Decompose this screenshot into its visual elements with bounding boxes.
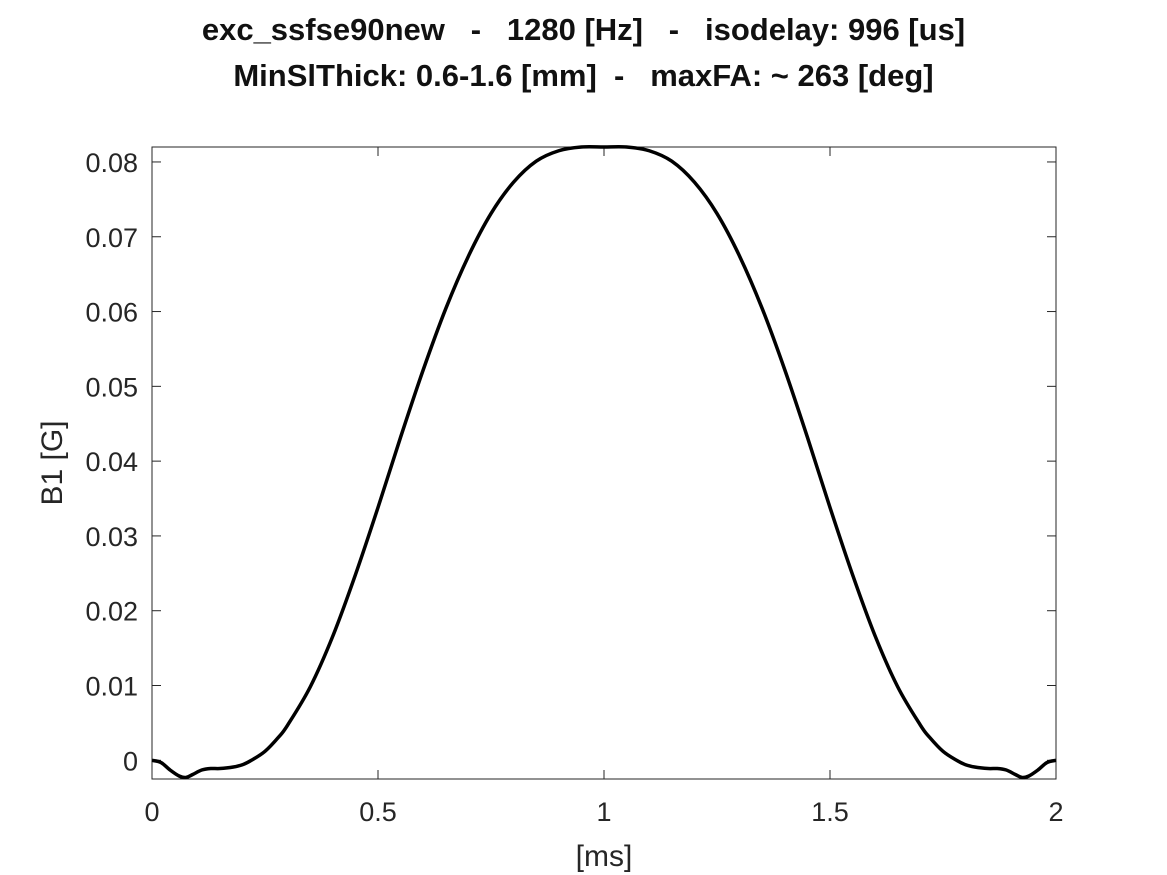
axis-tick-labels: 0 0.5 1 1.5 2 0 0.01 0.02 0.03 0.04 0.05 0.06 0.07 0.… — [85, 148, 1063, 827]
y-axis-label: B1 [G] — [36, 420, 69, 505]
y-tick-label: 0.03 — [85, 522, 138, 552]
y-tick-label: 0.08 — [85, 148, 138, 178]
x-tick-label: 0.5 — [359, 797, 397, 827]
y-tick-label: 0.07 — [85, 223, 138, 253]
series-line-b1 — [151, 144, 1057, 780]
x-tick-label: 0 — [144, 797, 159, 827]
chart-title-line-2: MinSlThick: 0.6-1.6 [mm] - maxFA: ~ 263 … — [233, 58, 934, 93]
y-tick-label: 0.06 — [85, 298, 138, 328]
y-tick-label: 0.04 — [85, 447, 138, 477]
chart-title-line-1: exc_ssfse90new - 1280 [Hz] - isodelay: 9… — [201, 12, 966, 47]
x-tick-label: 1 — [596, 797, 611, 827]
y-tick-label: 0.05 — [85, 372, 138, 402]
y-tick-label: 0 — [123, 746, 138, 776]
x-tick-label: 2 — [1048, 797, 1063, 827]
x-tick-label: 1.5 — [811, 797, 849, 827]
y-tick-label: 0.02 — [85, 597, 138, 627]
x-axis-label: [ms] — [576, 840, 633, 873]
plot-area-frame — [151, 146, 1057, 780]
y-tick-label: 0.01 — [85, 672, 138, 702]
